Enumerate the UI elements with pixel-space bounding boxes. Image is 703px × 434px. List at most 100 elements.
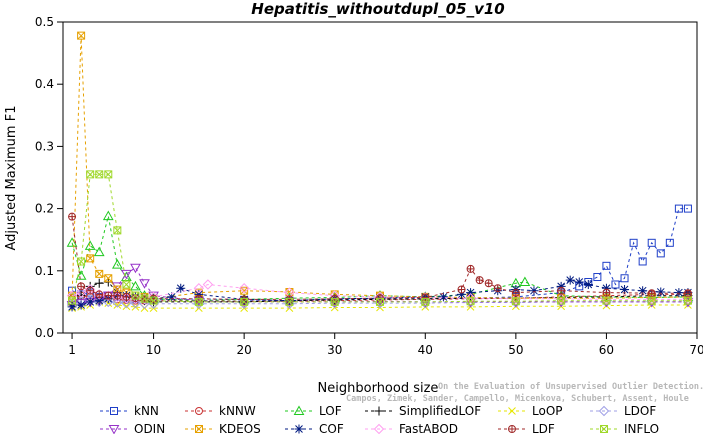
data-point xyxy=(512,289,520,297)
series-line xyxy=(71,208,688,302)
data-point xyxy=(130,263,141,274)
data-point xyxy=(620,274,629,283)
data-point xyxy=(67,302,77,312)
data-point xyxy=(122,292,131,301)
legend-label: COF xyxy=(319,422,344,434)
legend-item-knn: kNN xyxy=(100,404,159,418)
data-point xyxy=(104,292,112,300)
data-point xyxy=(494,284,502,292)
data-point xyxy=(195,425,203,433)
data-point xyxy=(557,296,566,305)
data-point xyxy=(104,274,113,283)
data-point xyxy=(95,269,104,278)
y-axis: 0.0 0.1 0.2 0.3 0.4 0.5 xyxy=(35,15,63,340)
legend-item-lof: LOF xyxy=(285,404,342,418)
data-point xyxy=(103,296,114,308)
data-point xyxy=(122,280,131,289)
data-point xyxy=(508,407,516,415)
data-point xyxy=(76,291,86,301)
data-point xyxy=(647,238,656,247)
series-kdeos xyxy=(68,31,692,303)
data-point xyxy=(684,289,692,297)
data-point xyxy=(638,257,647,266)
data-point xyxy=(293,405,305,415)
data-point xyxy=(77,31,86,40)
data-point xyxy=(602,296,611,305)
data-point xyxy=(465,292,476,304)
data-point xyxy=(601,283,611,293)
legend-label: KDEOS xyxy=(219,422,261,434)
series-lof xyxy=(66,210,694,305)
data-point xyxy=(330,297,339,306)
x-tick-label: 60 xyxy=(599,343,614,357)
data-point xyxy=(647,296,656,305)
legend-label: kNNW xyxy=(219,404,256,418)
data-point xyxy=(376,297,384,306)
legend-item-odin: ODIN xyxy=(100,422,165,434)
data-point xyxy=(238,283,250,294)
data-point xyxy=(674,204,683,213)
data-point xyxy=(683,204,692,213)
legend-item-knnw: kNNW xyxy=(185,404,256,418)
legend: kNN kNNW LOF SimplifiedLOF LoOP LDOF ODIN KDEOS… xyxy=(100,404,659,434)
data-point xyxy=(421,294,429,302)
legend-item-cof: COF xyxy=(285,422,344,434)
data-point xyxy=(66,301,78,311)
data-point xyxy=(529,286,539,296)
x-axis-label: Neighborhood size xyxy=(318,381,439,396)
data-point xyxy=(77,282,86,291)
y-tick-label: 0.2 xyxy=(35,202,54,216)
data-point xyxy=(438,292,448,302)
x-axis: 1 10 20 30 40 50 60 70 xyxy=(68,333,703,357)
series-ldf xyxy=(68,212,692,304)
data-point xyxy=(565,275,575,285)
data-point xyxy=(475,276,484,285)
data-point xyxy=(294,424,304,434)
x-tick-label: 70 xyxy=(689,343,703,357)
x-tick-label: 20 xyxy=(237,343,252,357)
data-point xyxy=(111,259,123,269)
data-point xyxy=(131,303,140,311)
data-point xyxy=(611,280,620,289)
legend-item-inflo: INFLO xyxy=(590,422,659,434)
data-point xyxy=(68,212,77,221)
data-point xyxy=(95,290,104,299)
legend-label: LDF xyxy=(532,422,555,434)
data-point xyxy=(167,292,177,302)
data-point xyxy=(130,297,141,309)
data-point xyxy=(638,286,648,296)
data-point xyxy=(466,264,475,273)
data-point xyxy=(467,265,475,273)
plot-area-frame xyxy=(62,21,698,334)
data-point xyxy=(110,407,118,415)
data-point xyxy=(557,286,566,295)
data-point xyxy=(75,287,87,298)
data-point xyxy=(656,249,665,258)
data-point xyxy=(102,210,114,221)
series-inflo xyxy=(68,170,692,306)
data-point xyxy=(519,276,531,286)
data-point xyxy=(629,238,638,247)
data-point xyxy=(457,285,466,294)
legend-label: LOF xyxy=(319,404,342,418)
data-point xyxy=(95,170,104,179)
data-point xyxy=(574,277,584,287)
watermark-line-2: On the Evaluation of Unsupervised Outlie… xyxy=(438,381,703,392)
data-point xyxy=(508,425,516,433)
data-point xyxy=(648,289,656,297)
x-tick-label: 50 xyxy=(508,343,523,357)
chart-title: Hepatitis_withoutdupl_05_v10 xyxy=(251,0,504,18)
y-tick-label: 0.5 xyxy=(35,15,54,29)
data-point xyxy=(285,297,294,306)
data-point xyxy=(493,284,502,293)
data-point xyxy=(421,297,430,306)
data-point xyxy=(149,296,158,305)
data-point xyxy=(557,287,565,295)
data-point xyxy=(598,405,610,417)
legend-label: LoOP xyxy=(532,404,563,418)
y-tick-label: 0.0 xyxy=(35,326,54,340)
data-point xyxy=(121,269,132,280)
data-point xyxy=(674,288,684,298)
x-tick-label: 1 xyxy=(68,343,76,357)
